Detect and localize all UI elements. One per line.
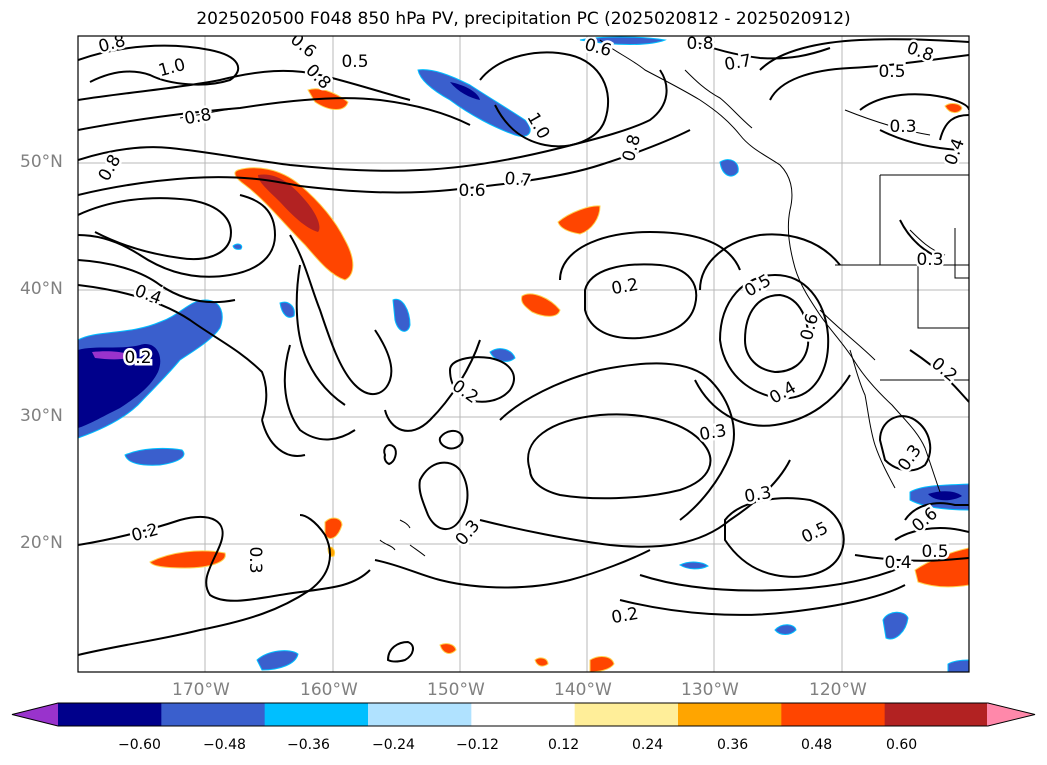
lon-label-140w: 140°W (554, 680, 612, 700)
pv-contours (78, 38, 969, 663)
lat-label-30n: 30°N (20, 406, 63, 426)
colorbar-tick-label: −0.60 (118, 737, 161, 753)
lat-label-40n: 40°N (20, 279, 63, 299)
contour-label: 0.4 (884, 553, 911, 573)
precip-blob-north (417, 69, 531, 137)
precip-positive-areas (149, 88, 969, 672)
contour-label: 0.5 (341, 52, 368, 72)
colorbar-tick-label: −0.48 (203, 737, 246, 753)
contour-label: 0.5 (921, 542, 948, 562)
map-frame (77, 35, 970, 673)
colorbar-segment (264, 703, 369, 726)
contour-label: 0.3 (245, 546, 265, 573)
lon-label-160w: 160°W (300, 680, 358, 700)
colorbar-extend-max (987, 703, 1035, 726)
colorbar-tick-label: −0.12 (456, 737, 499, 753)
colorbar-segment (368, 703, 472, 726)
contour-label: 0.2 (124, 348, 151, 368)
lat-label-20n: 20°N (20, 533, 63, 553)
lon-label-120w: 120°W (809, 680, 867, 700)
colorbar (11, 702, 1036, 727)
precip-negative-areas (78, 36, 969, 672)
contour-label: 0.5 (878, 62, 905, 82)
contour-label: 0.3 (889, 117, 916, 137)
colorbar-segment (781, 703, 886, 726)
colorbar-segment (678, 703, 782, 726)
lon-label-130w: 130°W (681, 680, 739, 700)
colorbar-segment (471, 703, 576, 726)
contour-label: 0.3 (916, 250, 943, 270)
colorbar-outline (11, 702, 1036, 727)
lon-label-150w: 150°W (427, 680, 485, 700)
colorbar-tick-label: 0.36 (717, 737, 749, 753)
colorbar-tick-label: −0.24 (372, 737, 415, 753)
colorbar-tick-label: 0.48 (801, 737, 833, 753)
map-title: 2025020500 F048 850 hPa PV, precipitatio… (196, 9, 851, 29)
colorbar-tick-label: 0.12 (548, 737, 580, 753)
contour-label: 0.6 (458, 181, 485, 201)
map-area (78, 36, 969, 672)
colorbar-segment (574, 703, 679, 726)
colorbar-segment (884, 703, 989, 726)
lon-label-170w: 170°W (172, 680, 230, 700)
colorbar-segment (161, 703, 266, 726)
contour-label: 0.8 (686, 34, 713, 54)
colorbar-segment (58, 703, 162, 726)
colorbar-tick-label: 0.24 (632, 737, 664, 753)
contour-label: 0.7 (504, 169, 533, 191)
colorbar-tick-label: 0.60 (886, 737, 918, 753)
colorbar-tick-label: −0.36 (287, 737, 330, 753)
lat-label-50n: 50°N (20, 152, 63, 172)
colorbar-extend-min (12, 703, 59, 726)
coastlines (179, 39, 969, 557)
